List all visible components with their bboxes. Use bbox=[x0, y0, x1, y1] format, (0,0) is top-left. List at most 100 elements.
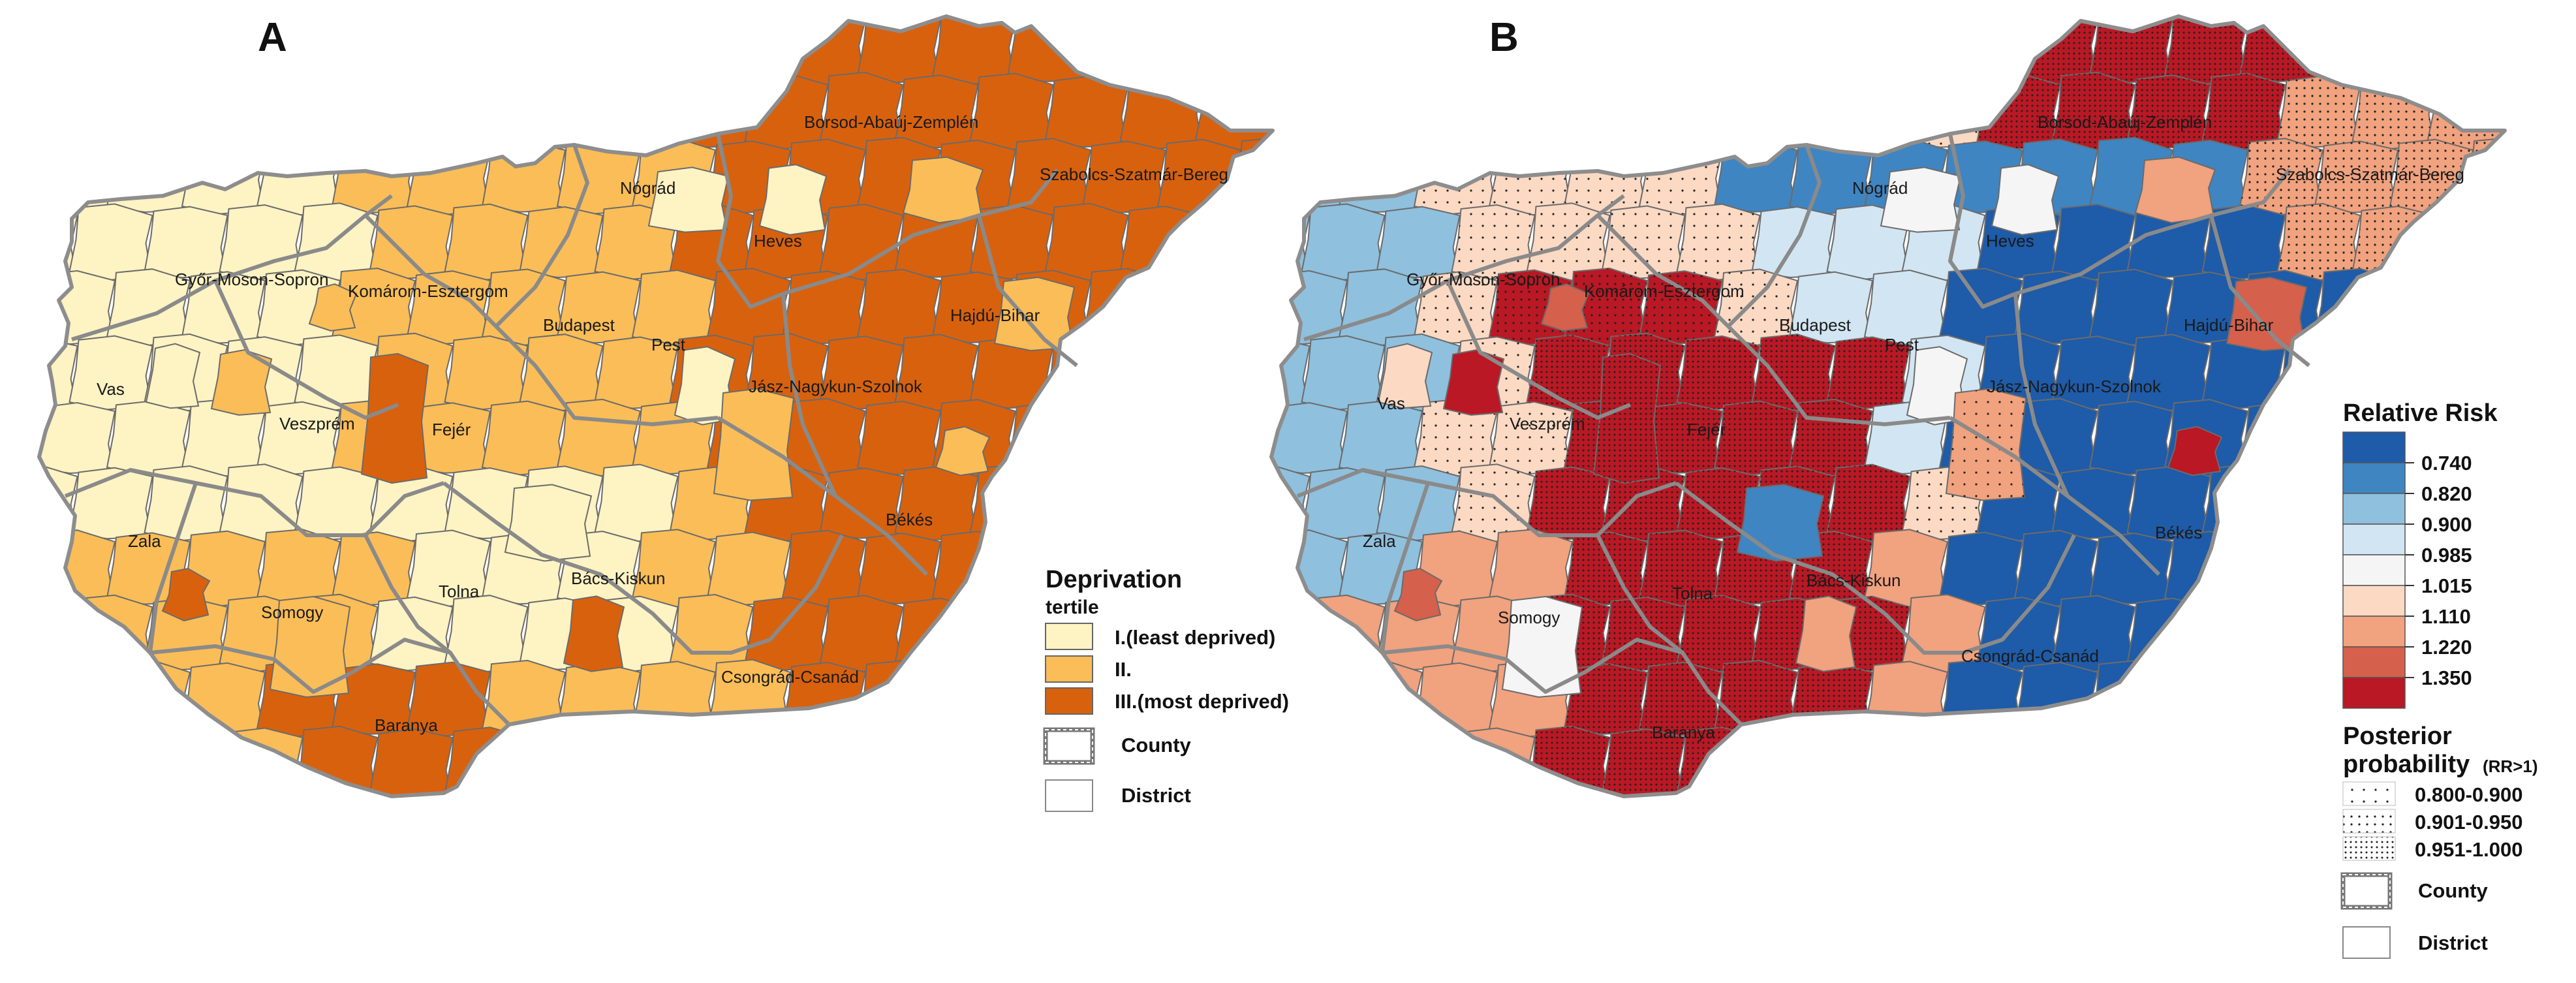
legend-a-title: Deprivation bbox=[1046, 566, 1182, 593]
district-a bbox=[106, 791, 191, 796]
county-label-szabolcs: Szabolcs-Szatmár-Bereg bbox=[1040, 164, 1228, 184]
rr-legend-swatch bbox=[2342, 493, 2406, 525]
district-b bbox=[2314, 16, 2399, 84]
district-a bbox=[1156, 398, 1242, 478]
county-border bbox=[2013, 293, 2070, 497]
district-a bbox=[219, 727, 303, 796]
county-border bbox=[213, 279, 399, 420]
district-a bbox=[331, 531, 416, 606]
district-a bbox=[781, 793, 867, 796]
district-b-probability-dots bbox=[1527, 467, 1610, 540]
county-label-zala: Zala bbox=[128, 531, 161, 551]
county-label-heves: Heves bbox=[754, 231, 802, 251]
county-label-b-borsod: Borsod-Abaúj-Zemplén bbox=[2038, 112, 2212, 132]
district-a bbox=[331, 16, 416, 85]
district-b-probability-dots bbox=[1639, 271, 1722, 344]
district-b bbox=[1376, 206, 1461, 279]
district-a bbox=[1194, 463, 1273, 544]
legend-a-county-dash bbox=[1045, 729, 1093, 763]
district-b bbox=[1751, 725, 1836, 796]
district-b bbox=[1338, 659, 1423, 739]
district-b bbox=[1563, 16, 1649, 85]
district-b bbox=[2088, 660, 2174, 738]
district-a bbox=[294, 75, 379, 148]
district-b bbox=[1377, 343, 1433, 409]
county-label-b-somogy: Somogy bbox=[1498, 608, 1560, 627]
county-label-b-bekes: Békés bbox=[2155, 523, 2202, 542]
district-a bbox=[856, 532, 942, 605]
rr-legend-break-label: 1.350 bbox=[2421, 666, 2472, 689]
district-b-probability-dots bbox=[1639, 794, 1722, 796]
district-a bbox=[481, 16, 566, 84]
county-label-fejer: Fejér bbox=[432, 420, 471, 439]
district-b bbox=[1301, 203, 1386, 281]
district-a bbox=[69, 726, 153, 796]
district-b-probability-dots bbox=[1715, 16, 1797, 83]
county-label-jasz: Jász-Nagykun-Szolnok bbox=[749, 377, 923, 396]
district-b bbox=[2464, 16, 2505, 84]
district-a bbox=[1269, 74, 1273, 149]
county-label-b-komarom: Komárom-Esztergom bbox=[1584, 281, 1745, 301]
district-a bbox=[1232, 16, 1273, 84]
legend-b-district-swatch bbox=[2342, 926, 2391, 959]
district-b-probability-dots bbox=[1715, 401, 1797, 475]
district-a bbox=[631, 792, 717, 796]
district-a bbox=[1119, 333, 1204, 413]
district-a bbox=[145, 343, 201, 409]
district-a bbox=[181, 789, 266, 796]
county-label-tolna: Tolna bbox=[439, 582, 480, 601]
district-b-probability-dots bbox=[2277, 203, 2361, 281]
district-a bbox=[931, 790, 1017, 796]
district-a bbox=[969, 595, 1054, 672]
county-label-borsod: Borsod-Abaúj-Zemplén bbox=[804, 112, 978, 132]
district-b-probability-dots bbox=[1865, 16, 1948, 82]
panel-b-county-labels: Győr-Moson-Sopron Komárom-Esztergom Nógr… bbox=[1363, 112, 2464, 742]
district-a bbox=[594, 72, 679, 151]
district-a bbox=[369, 728, 454, 796]
legend-a-county: County bbox=[1121, 734, 1192, 757]
district-b bbox=[2201, 728, 2286, 796]
county-label-b-bacs: Bács-Kiskun bbox=[1807, 570, 1901, 590]
county-border bbox=[1382, 638, 1683, 694]
rr-legend-break-label: 1.015 bbox=[2421, 574, 2472, 597]
district-b bbox=[2502, 597, 2505, 670]
district-b bbox=[2239, 661, 2324, 738]
legend-a-item-mid: II. bbox=[1115, 658, 1132, 681]
district-a bbox=[931, 16, 1017, 86]
rr-legend-break-label: 0.985 bbox=[2421, 544, 2472, 567]
county-label-b-veszprem: Veszprém bbox=[1510, 414, 1585, 433]
district-a bbox=[744, 73, 829, 150]
legend-b-rr-ramp: 0.740 0.820 0.900 0.985 1.015 1.110 1.220 1.350 bbox=[2342, 431, 2472, 709]
legend-a-district: District bbox=[1121, 784, 1191, 807]
district-a bbox=[519, 725, 604, 796]
county-border bbox=[442, 481, 844, 655]
district-b-probability-dots bbox=[1414, 399, 1497, 477]
legend-a-swatch-mid bbox=[1045, 655, 1093, 683]
district-b bbox=[1271, 138, 1348, 216]
district-a bbox=[39, 138, 116, 216]
district-b bbox=[1413, 789, 1498, 796]
county-label-b-fejer: Fejér bbox=[1687, 420, 1726, 439]
rr-legend-swatch bbox=[2342, 677, 2406, 709]
district-b bbox=[2502, 202, 2505, 283]
county-label-b-vas: Vas bbox=[1377, 394, 1405, 413]
district-b-probability-dots bbox=[1827, 73, 1910, 150]
district-a bbox=[856, 660, 942, 738]
district-a bbox=[706, 790, 792, 796]
district-b bbox=[2126, 725, 2211, 796]
county-label-komarom: Komárom-Esztergom bbox=[348, 281, 508, 301]
district-b bbox=[1938, 16, 2024, 85]
district-b bbox=[1880, 166, 1962, 233]
district-a bbox=[294, 334, 379, 411]
district-a bbox=[631, 16, 717, 83]
district-b-probability-dots bbox=[1602, 74, 1685, 149]
county-label-vas: Vas bbox=[97, 379, 125, 399]
district-a bbox=[1194, 726, 1273, 796]
county-border bbox=[494, 144, 589, 328]
district-a bbox=[594, 727, 679, 796]
district-b-probability-dots bbox=[1940, 16, 2023, 84]
district-a bbox=[481, 791, 566, 796]
district-b bbox=[1488, 792, 1574, 796]
district-a bbox=[969, 72, 1054, 151]
district-a bbox=[181, 16, 266, 86]
